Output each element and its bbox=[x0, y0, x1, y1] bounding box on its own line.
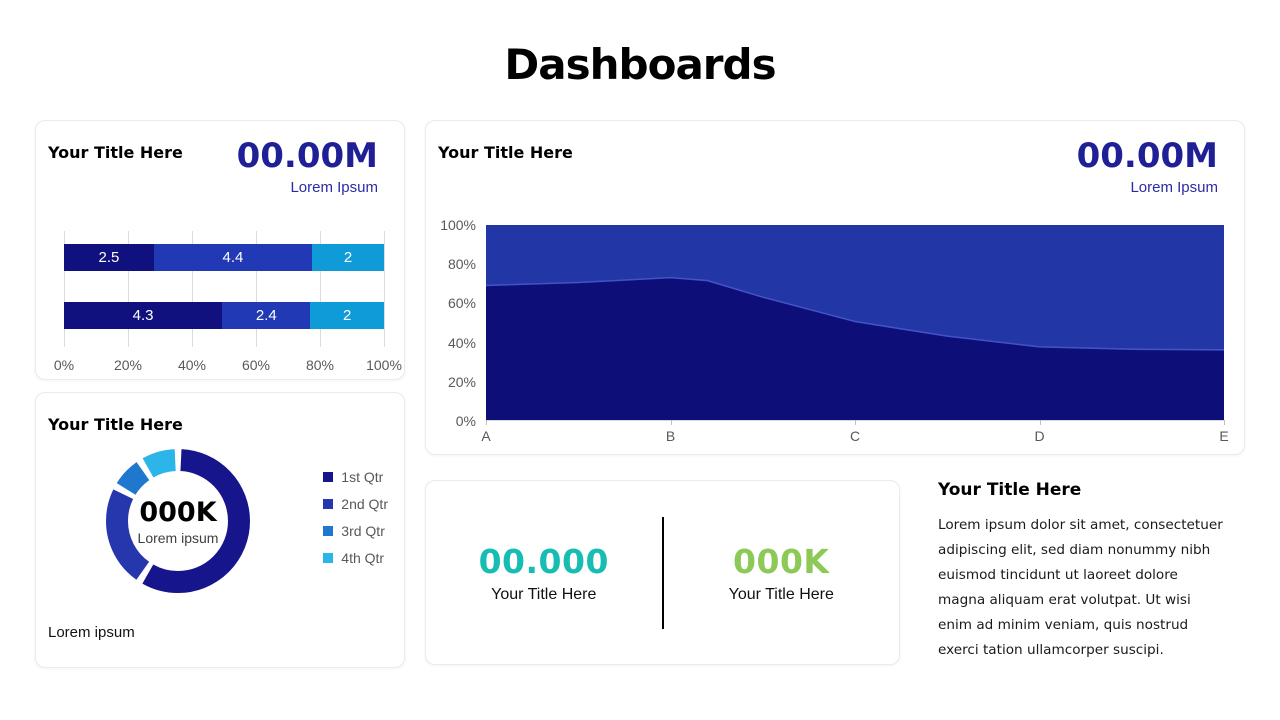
text-block: Your Title Here Lorem ipsum dolor sit am… bbox=[938, 480, 1253, 663]
bar-segment: 4.3 bbox=[64, 302, 223, 329]
bar-segment: 2 bbox=[312, 244, 384, 271]
legend-label: 4th Qtr bbox=[341, 550, 385, 566]
gridline bbox=[320, 231, 321, 347]
card-title: Your Title Here bbox=[48, 415, 183, 434]
bar-segment: 2.5 bbox=[64, 244, 154, 271]
kpi-right: 000K Your Title Here bbox=[664, 542, 900, 604]
kpi-right-value: 000K bbox=[733, 541, 830, 581]
y-tick-label: 0% bbox=[455, 413, 476, 429]
x-tick-label: 20% bbox=[113, 357, 143, 373]
metric-value: 00.00M bbox=[236, 136, 378, 176]
y-tick-label: 60% bbox=[447, 295, 476, 312]
legend-item: 1st Qtr bbox=[323, 469, 388, 485]
x-tick-label: 0% bbox=[53, 357, 75, 373]
area-svg bbox=[486, 225, 1224, 420]
kpi-left-value: 00.000 bbox=[478, 541, 609, 581]
gridline bbox=[64, 231, 65, 347]
stacked-bar-row: 2.5 4.4 2 bbox=[64, 244, 384, 271]
card-title: Your Title Here bbox=[48, 143, 183, 162]
bar-segment: 2.4 bbox=[222, 302, 311, 329]
area-chart: 100% 80% 60% 40% 20% 0% A B C D E bbox=[438, 217, 1229, 444]
kpi-right-label: Your Title Here bbox=[728, 585, 834, 603]
text-block-title: Your Title Here bbox=[938, 480, 1082, 500]
stacked-bar-chart: 2.5 4.4 2 4.3 2.4 2 0% 20% 40% 60% 80% 100% bbox=[54, 231, 402, 381]
donut-footnote: Lorem ipsum bbox=[48, 624, 135, 641]
x-tick-label: B bbox=[665, 428, 676, 444]
x-tick-label: 100% bbox=[366, 357, 402, 373]
y-tick-label: 80% bbox=[447, 256, 476, 273]
area-y-axis-labels: 100% 80% 60% 40% 20% 0% bbox=[438, 217, 486, 429]
stacked-bar-row: 4.3 2.4 2 bbox=[64, 302, 384, 329]
gridline bbox=[384, 231, 385, 347]
stacked-bar-card: Your Title Here 00.00M Lorem Ipsum 2.5 4.… bbox=[35, 120, 405, 380]
card-title: Your Title Here bbox=[438, 143, 573, 162]
metric-caption: Lorem Ipsum bbox=[290, 178, 378, 196]
legend-swatch-icon bbox=[323, 472, 334, 482]
metric-value: 00.00M bbox=[1076, 136, 1218, 176]
legend-label: 2nd Qtr bbox=[341, 496, 388, 512]
x-tick bbox=[1224, 420, 1225, 425]
donut-segment bbox=[106, 449, 250, 593]
y-tick-label: 20% bbox=[447, 373, 476, 390]
donut-center-value: 000K bbox=[139, 496, 217, 528]
legend-swatch-icon bbox=[323, 553, 334, 563]
area-x-axis-labels: A B C D E bbox=[481, 420, 1228, 446]
x-tick bbox=[670, 420, 672, 425]
bar-x-axis-labels: 0% 20% 40% 60% 80% 100% bbox=[54, 357, 402, 381]
page-title: Dashboards bbox=[504, 40, 776, 89]
legend-item: 2nd Qtr bbox=[323, 496, 388, 512]
x-tick bbox=[1039, 420, 1041, 425]
x-tick-label: 40% bbox=[177, 357, 207, 373]
donut-card: Your Title Here 000K Lorem ipsum 1st Qtr… bbox=[35, 392, 405, 668]
donut-center-caption: Lorem ipsum bbox=[137, 529, 219, 546]
x-tick bbox=[855, 420, 856, 425]
legend-swatch-icon bbox=[323, 499, 334, 509]
kpi-divider bbox=[661, 516, 664, 629]
donut-svg bbox=[106, 449, 250, 593]
donut-chart: 000K Lorem ipsum bbox=[98, 441, 258, 601]
legend-label: 3rd Qtr bbox=[341, 523, 385, 539]
x-tick-label: D bbox=[1034, 428, 1045, 444]
bar-segment: 2 bbox=[310, 302, 384, 329]
legend-item: 4th Qtr bbox=[323, 550, 388, 566]
text-block-body: Lorem ipsum dolor sit amet, consectetuer… bbox=[938, 517, 1223, 658]
x-tick-label: 60% bbox=[241, 357, 271, 373]
donut-legend: 1st Qtr 2nd Qtr 3rd Qtr 4th Qtr bbox=[323, 469, 388, 577]
x-tick-label: A bbox=[481, 428, 491, 444]
y-tick-label: 100% bbox=[440, 217, 476, 233]
kpi-left-label: Your Title Here bbox=[491, 585, 597, 603]
legend-swatch-icon bbox=[323, 526, 334, 536]
y-tick-label: 40% bbox=[447, 334, 476, 351]
bar-plot-area: 2.5 4.4 2 4.3 2.4 2 bbox=[64, 231, 385, 347]
kpi-left: 00.000 Your Title Here bbox=[426, 542, 662, 604]
x-tick bbox=[486, 420, 487, 425]
gridline bbox=[192, 231, 193, 347]
legend-label: 1st Qtr bbox=[341, 469, 384, 485]
legend-item: 3rd Qtr bbox=[323, 523, 388, 539]
metric-caption: Lorem Ipsum bbox=[1130, 178, 1218, 196]
gridline bbox=[256, 231, 257, 347]
x-tick-label: C bbox=[849, 428, 861, 444]
kpi-card: 00.000 Your Title Here 000K Your Title H… bbox=[425, 480, 900, 665]
gridline bbox=[128, 231, 129, 347]
donut-segment bbox=[106, 449, 250, 593]
bar-segment: 4.4 bbox=[153, 244, 313, 271]
area-chart-card: Your Title Here 00.00M Lorem Ipsum 100% 8… bbox=[425, 120, 1245, 455]
x-tick-label: E bbox=[1219, 428, 1229, 444]
x-tick-label: 80% bbox=[305, 357, 335, 373]
area-plot-area: A B C D E bbox=[481, 225, 1229, 444]
